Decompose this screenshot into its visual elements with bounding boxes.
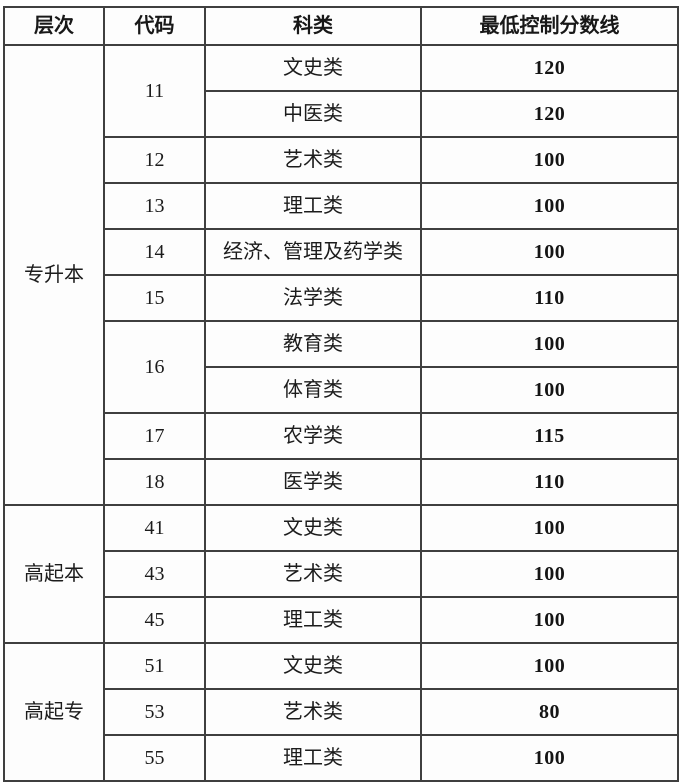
header-row: 层次 代码 科类 最低控制分数线: [3, 6, 679, 46]
table-row: 中医类 120: [4, 90, 679, 138]
level-cell: 高起专: [3, 642, 105, 782]
table-row: 18 医学类 110: [4, 458, 679, 506]
table-row: 专升本 11 文史类 120: [3, 44, 679, 506]
category-cell: 教育类: [204, 320, 422, 368]
table-row: 17 农学类 115: [4, 412, 679, 460]
category-cell: 医学类: [204, 458, 422, 506]
category-cell: 文史类: [204, 642, 422, 690]
category-cell: 理工类: [204, 734, 422, 782]
header-category: 科类: [204, 6, 422, 46]
score-table: 层次 代码 科类 最低控制分数线 专升本 11 文史类 120 中医类 120 …: [3, 6, 679, 782]
score-cell: 100: [420, 504, 679, 552]
table-row: 12 艺术类 100: [4, 136, 679, 184]
score-cell: 115: [420, 412, 679, 460]
code-cell: 41: [103, 504, 206, 552]
score-cell: 100: [420, 136, 679, 184]
category-cell: 理工类: [204, 182, 422, 230]
table-row: 16 教育类 100: [4, 320, 679, 414]
score-cell: 100: [420, 550, 679, 598]
category-cell: 经济、管理及药学类: [204, 228, 422, 276]
score-cell: 100: [420, 734, 679, 782]
header-min-score: 最低控制分数线: [420, 6, 679, 46]
score-cell: 100: [420, 596, 679, 644]
score-cell: 100: [420, 366, 679, 414]
level-cell: 高起本: [3, 504, 105, 644]
table-row: 53 艺术类 80: [4, 688, 679, 736]
table-row: 高起本 41 文史类 100: [3, 504, 679, 644]
code-cell: 15: [103, 274, 206, 322]
code-cell: 12: [103, 136, 206, 184]
code-cell: 13: [103, 182, 206, 230]
score-cell: 110: [420, 458, 679, 506]
score-cell: 100: [420, 228, 679, 276]
score-cell: 120: [420, 90, 679, 138]
code-cell: 17: [103, 412, 206, 460]
header-level: 层次: [3, 6, 105, 46]
category-cell: 法学类: [204, 274, 422, 322]
code-cell: 43: [103, 550, 206, 598]
category-cell: 文史类: [204, 504, 422, 552]
category-cell: 中医类: [204, 90, 422, 138]
code-cell: 55: [103, 734, 206, 782]
code-cell: 45: [103, 596, 206, 644]
table-row: 43 艺术类 100: [4, 550, 679, 598]
score-cell: 100: [420, 320, 679, 368]
table-row: 14 经济、管理及药学类 100: [4, 228, 679, 276]
table-row: 13 理工类 100: [4, 182, 679, 230]
score-cell: 100: [420, 642, 679, 690]
category-cell: 艺术类: [204, 550, 422, 598]
score-cell: 80: [420, 688, 679, 736]
table-row: 体育类 100: [4, 366, 679, 414]
table-row: 45 理工类 100: [4, 596, 679, 644]
table-row: 高起专 51 文史类 100: [3, 642, 679, 782]
category-cell: 艺术类: [204, 136, 422, 184]
code-cell: 51: [103, 642, 206, 690]
score-cell: 120: [420, 44, 679, 92]
score-cell: 100: [420, 182, 679, 230]
code-cell: 16: [103, 320, 206, 414]
level-cell: 专升本: [3, 44, 105, 506]
code-cell: 14: [103, 228, 206, 276]
header-code: 代码: [103, 6, 206, 46]
category-cell: 农学类: [204, 412, 422, 460]
code-cell: 53: [103, 688, 206, 736]
code-cell: 18: [103, 458, 206, 506]
category-cell: 体育类: [204, 366, 422, 414]
table-row: 15 法学类 110: [4, 274, 679, 322]
code-cell: 11: [103, 44, 206, 138]
score-cell: 110: [420, 274, 679, 322]
table-row: 55 理工类 100: [4, 734, 679, 782]
category-cell: 理工类: [204, 596, 422, 644]
category-cell: 艺术类: [204, 688, 422, 736]
category-cell: 文史类: [204, 44, 422, 92]
